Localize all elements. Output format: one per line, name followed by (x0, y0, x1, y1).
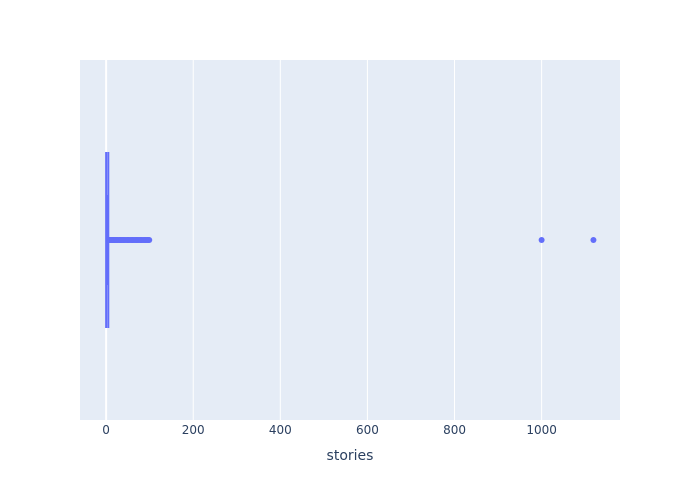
outlier-point (590, 237, 597, 243)
outlier-point (146, 237, 153, 243)
outliers-layer (105, 237, 597, 243)
x-tick-label: 800 (443, 423, 466, 437)
x-tick-label: 0 (102, 423, 110, 437)
x-axis-ticks: 0 200 400 600 800 1000 (102, 423, 557, 437)
x-tick-label: 200 (182, 423, 205, 437)
plot-area-background (80, 60, 620, 420)
outlier-point (538, 237, 545, 243)
x-tick-label: 1000 (526, 423, 557, 437)
x-tick-label: 400 (269, 423, 292, 437)
x-axis-title: stories (327, 448, 374, 464)
x-tick-label: 600 (356, 423, 379, 437)
